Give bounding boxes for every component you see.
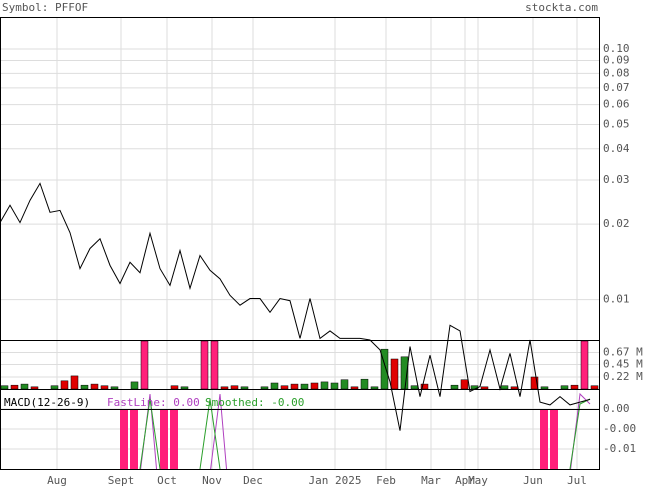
y-tick-label: -0.00 xyxy=(603,422,636,435)
x-tick-label: Sept xyxy=(108,474,135,486)
volume-bar xyxy=(280,385,289,390)
volume-bar xyxy=(320,381,329,390)
volume-bar xyxy=(570,384,579,390)
volume-bar xyxy=(0,385,9,390)
volume-bar xyxy=(210,340,219,390)
volume-bar xyxy=(580,340,589,390)
volume-bar xyxy=(270,382,279,390)
volume-bar xyxy=(220,386,229,390)
macd-bar xyxy=(540,409,548,469)
volume-bar xyxy=(290,383,299,390)
volume-bar xyxy=(110,386,119,390)
y-tick-label: 0.01 xyxy=(603,293,630,306)
y-tick-label: -0.01 xyxy=(603,442,636,455)
volume-bar xyxy=(80,384,89,390)
volume-bar xyxy=(360,378,369,390)
y-tick-label: 0.03 xyxy=(603,173,630,186)
x-tick-label: Feb xyxy=(376,474,396,486)
y-tick-label: 0.05 xyxy=(603,117,630,130)
volume-bar xyxy=(10,384,19,390)
volume-bar xyxy=(330,382,339,390)
x-tick-label: Aug xyxy=(47,474,67,486)
x-tick-label: Jul xyxy=(567,474,587,486)
volume-bar xyxy=(60,380,69,390)
marks xyxy=(0,182,599,470)
y-tick-label: 0.08 xyxy=(603,66,630,79)
macd-bar xyxy=(550,409,558,469)
volume-bar xyxy=(340,379,349,390)
volume-bar xyxy=(500,385,509,390)
volume-bar xyxy=(240,386,249,390)
volume-bar xyxy=(90,383,99,390)
x-tick-label: Nov xyxy=(202,474,222,486)
volume-bar xyxy=(590,385,599,390)
x-tick-label: Mar xyxy=(421,474,441,486)
y-tick-label: 0.00 xyxy=(603,402,630,415)
volume-bar xyxy=(540,386,549,390)
volume-bar xyxy=(390,358,399,390)
x-tick-label: Oct xyxy=(157,474,177,486)
x-tick-label: May xyxy=(468,474,488,486)
volume-bar xyxy=(260,386,269,390)
volume-bar xyxy=(180,386,189,390)
y-tick-label: 0.22 M xyxy=(603,370,643,383)
x-tick-label: Dec xyxy=(243,474,263,486)
fast-label: FastLine: 0.00 xyxy=(107,396,200,409)
y-tick-label: 0.45 M xyxy=(603,357,643,370)
volume-bar xyxy=(350,386,359,390)
y-tick-label: 0.10 xyxy=(603,42,630,55)
volume-bar xyxy=(130,381,139,390)
volume-bar xyxy=(100,385,109,390)
volume-bar xyxy=(230,385,239,390)
volume-bar xyxy=(370,386,379,390)
volume-bar xyxy=(300,383,309,390)
volume-bar xyxy=(510,386,519,390)
frame xyxy=(0,17,600,470)
symbol: Symbol: PFFOF xyxy=(2,1,88,14)
macd-bar xyxy=(130,409,138,469)
y-tick-label: 0.06 xyxy=(603,98,630,111)
y-tick-label: 0.67 M xyxy=(603,345,643,358)
macd-bar xyxy=(120,409,128,469)
grid xyxy=(0,18,600,470)
y-tick-label: 0.04 xyxy=(603,142,630,155)
volume-bar xyxy=(30,386,39,390)
x-tick-label: Jun xyxy=(523,474,543,486)
volume-bar xyxy=(140,340,149,390)
volume-bar xyxy=(480,386,489,390)
volume-bar xyxy=(460,379,469,390)
macd-title: MACD(12-26-9) xyxy=(4,396,90,409)
smooth-label: Smoothed: -0.00 xyxy=(205,396,304,409)
volume-bar xyxy=(310,382,319,390)
volume-bar xyxy=(70,375,79,390)
volume-bar xyxy=(560,385,569,390)
macd-plot xyxy=(120,392,591,470)
volume-bar xyxy=(200,340,209,390)
site: stockta.com xyxy=(525,1,598,14)
x-tick-label: Apr xyxy=(455,474,475,486)
macd-bar xyxy=(160,409,168,469)
volume-bar xyxy=(20,383,29,390)
y-tick-label: 0.07 xyxy=(603,81,630,94)
price-line xyxy=(0,182,591,431)
macd-bar xyxy=(170,409,178,469)
y-tick-label: 0.09 xyxy=(603,54,630,67)
volume-bar xyxy=(50,385,59,390)
volume-bar xyxy=(410,385,419,390)
x-tick-label: Jan 2025 xyxy=(309,474,362,486)
volume-bar xyxy=(450,384,459,390)
volume-bar xyxy=(170,385,179,390)
y-tick-label: 0.02 xyxy=(603,217,630,230)
